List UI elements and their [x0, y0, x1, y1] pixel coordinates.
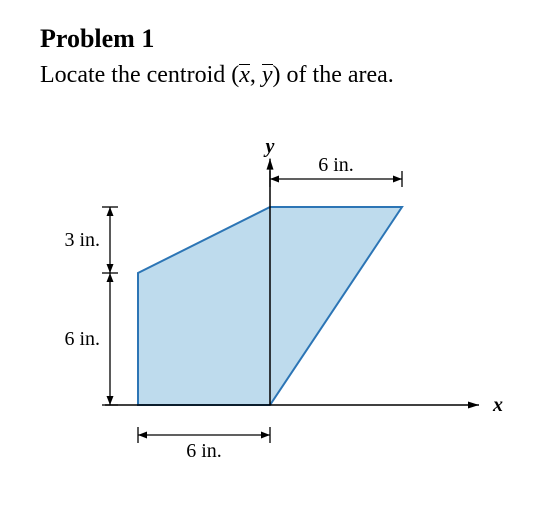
svg-text:3 in.: 3 in.: [64, 229, 100, 251]
problem-statement: Locate the centroid (x, y) of the area.: [40, 62, 508, 89]
svg-text:6 in.: 6 in.: [64, 328, 100, 350]
svg-text:x: x: [492, 394, 503, 416]
centroid-figure: x y 6 in. 3 in. 6 in. 6 in.: [40, 105, 510, 475]
svg-text:y: y: [264, 136, 275, 158]
svg-text:6 in.: 6 in.: [186, 440, 222, 462]
svg-text:6 in.: 6 in.: [318, 154, 354, 176]
page: Problem 1 Locate the centroid (x, y) of …: [0, 0, 540, 475]
prompt-suffix: ) of the area.: [273, 62, 394, 88]
problem-title: Problem 1: [40, 24, 508, 54]
prompt-mid: ,: [250, 62, 262, 88]
prompt-prefix: Locate the centroid (: [40, 62, 239, 88]
xbar-symbol: x: [239, 62, 250, 89]
ybar-symbol: y: [262, 62, 273, 89]
